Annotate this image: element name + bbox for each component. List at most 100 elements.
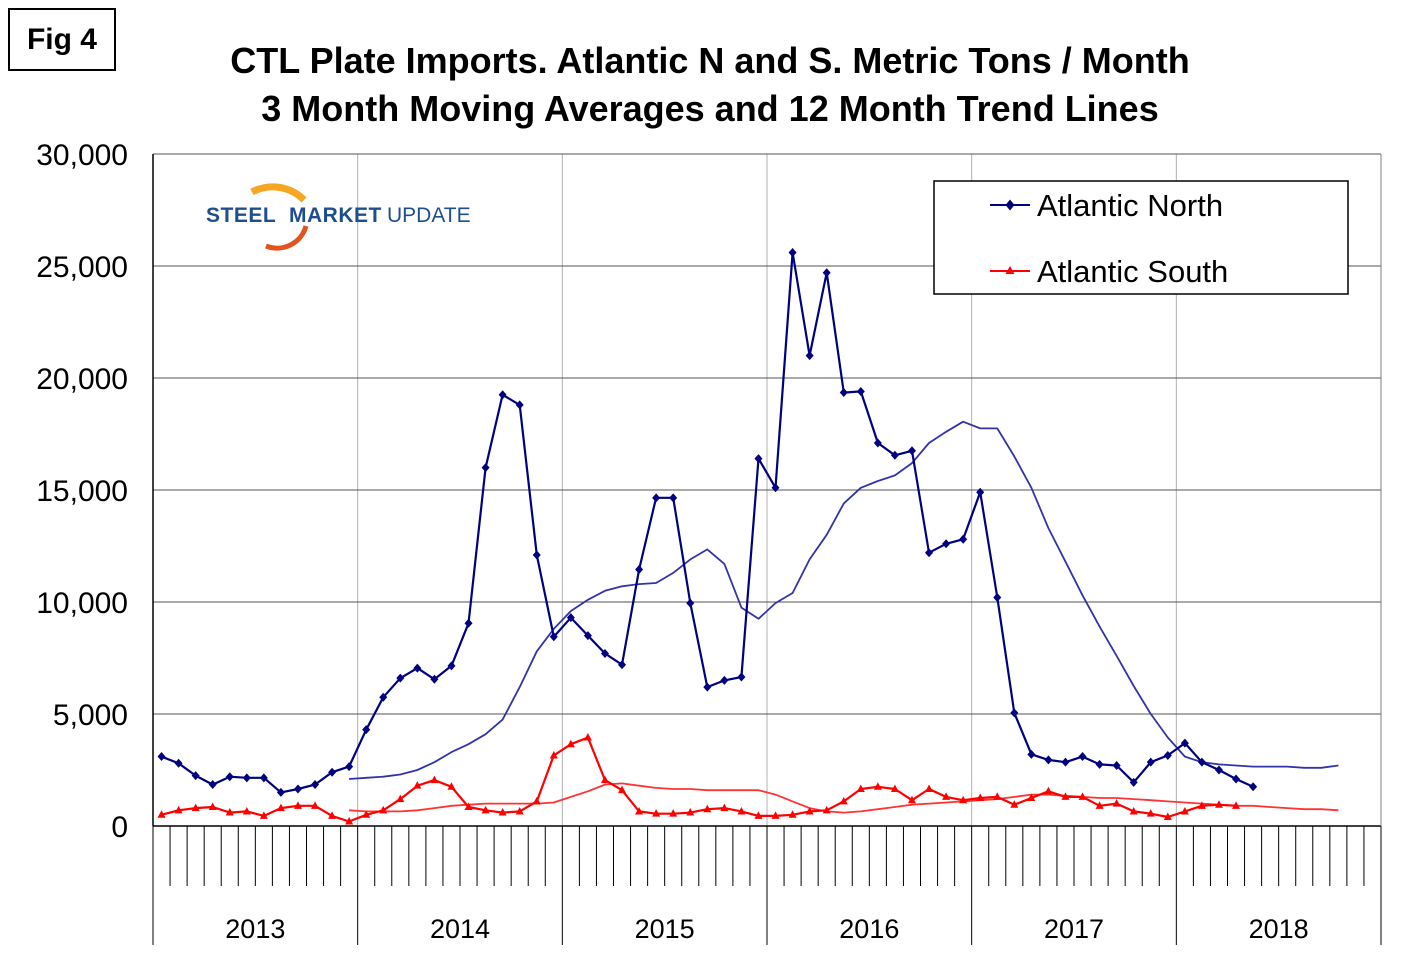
atlantic-north-point — [703, 682, 712, 692]
atlantic-north-point — [1146, 757, 1155, 767]
atlantic-south-point — [1232, 801, 1241, 809]
atlantic-north-point — [498, 390, 507, 400]
atlantic-south-point — [703, 804, 712, 813]
x-year-label: 2018 — [1249, 914, 1309, 944]
atlantic-north-point — [1061, 757, 1070, 767]
atlantic-north-point — [430, 674, 439, 684]
atlantic-south-point — [293, 801, 302, 809]
atlantic-north-point — [447, 661, 456, 671]
atlantic-north-trend-line — [349, 420, 1339, 780]
atlantic-north-point — [379, 692, 388, 702]
atlantic-north-point — [669, 493, 678, 503]
atlantic-south-point — [925, 784, 934, 793]
atlantic-north-point — [532, 550, 541, 560]
atlantic-south-point — [635, 806, 644, 815]
atlantic-south-point — [1095, 801, 1104, 809]
atlantic-south-point — [1061, 792, 1070, 800]
atlantic-north-point — [566, 613, 575, 623]
atlantic-north-point — [1010, 708, 1019, 718]
atlantic-south-trend-line — [349, 782, 1339, 814]
atlantic-north-point — [788, 248, 797, 258]
atlantic-north-point — [157, 752, 166, 762]
atlantic-north-point — [225, 772, 234, 782]
atlantic-north-point — [276, 787, 285, 797]
logo-swoosh-bottom — [265, 225, 309, 251]
x-year-label: 2015 — [635, 914, 695, 944]
atlantic-north-point — [1044, 755, 1053, 765]
atlantic-north-point — [754, 454, 763, 464]
atlantic-south-point — [1214, 800, 1223, 808]
figure-label: Fig 4 — [8, 8, 116, 71]
x-year-label: 2013 — [225, 914, 285, 944]
atlantic-south-point — [328, 811, 337, 819]
atlantic-south-point — [907, 795, 916, 804]
y-axis-tick-labels: 0 5,000 10,000 15,000 20,000 25,000 30,000 — [36, 139, 128, 844]
atlantic-north-point — [652, 493, 661, 503]
atlantic-north-point — [396, 673, 405, 683]
x-year-label: 2016 — [839, 914, 899, 944]
atlantic-south-point — [1163, 812, 1172, 821]
atlantic-south-point — [686, 808, 695, 816]
atlantic-north-point — [686, 598, 695, 608]
atlantic-south-point — [174, 805, 183, 814]
atlantic-south-point — [1044, 786, 1053, 795]
atlantic-south-point — [720, 803, 729, 812]
atlantic-south-point — [276, 803, 285, 812]
atlantic-south-point — [1180, 806, 1189, 815]
atlantic-south-point — [754, 811, 763, 819]
legend-label-atlantic-south: Atlantic South — [1037, 254, 1228, 289]
atlantic-south-point — [771, 811, 780, 819]
atlantic-south-point — [1112, 799, 1121, 807]
atlantic-north-point — [635, 565, 644, 575]
legend-box — [933, 180, 1349, 295]
atlantic-south-point — [532, 796, 541, 805]
y-tick-label: 15,000 — [36, 475, 128, 508]
atlantic-south-point — [566, 739, 575, 748]
atlantic-south-point — [788, 810, 797, 818]
axes — [152, 154, 1382, 827]
atlantic-north-point — [737, 672, 746, 682]
logo-swoosh-top — [250, 183, 307, 203]
atlantic-south-point — [805, 806, 814, 815]
atlantic-north-point — [1249, 782, 1258, 792]
atlantic-north-point — [311, 780, 320, 790]
atlantic-north-point — [362, 725, 371, 735]
atlantic-south-point — [515, 806, 524, 815]
atlantic-north-point — [805, 351, 814, 361]
atlantic-north-point — [907, 446, 916, 456]
logo-text-update: UPDATE — [387, 204, 471, 227]
atlantic-north-point — [413, 663, 422, 673]
atlantic-north-point — [208, 780, 217, 790]
atlantic-south-point — [890, 784, 899, 793]
atlantic-south-point — [1010, 800, 1019, 808]
atlantic-north-point — [1180, 738, 1189, 748]
atlantic-south-point — [1078, 792, 1087, 800]
atlantic-north-point — [1163, 750, 1172, 760]
atlantic-north-point — [259, 773, 268, 783]
atlantic-north-point — [839, 388, 848, 398]
atlantic-north-point — [942, 539, 951, 549]
atlantic-north-point — [976, 487, 985, 497]
atlantic-north-point — [1095, 759, 1104, 769]
atlantic-north-point — [1232, 774, 1241, 784]
atlantic-south-point — [873, 782, 882, 790]
atlantic-north-point — [822, 268, 831, 278]
atlantic-south-point — [242, 806, 251, 815]
legend-label-atlantic-north: Atlantic North — [1037, 188, 1223, 223]
atlantic-south-point — [839, 796, 848, 805]
atlantic-south-point — [464, 802, 473, 810]
atlantic-north-point — [242, 773, 251, 783]
atlantic-south-point — [976, 793, 985, 801]
legend: Atlantic North Atlantic South — [933, 180, 1349, 295]
atlantic-south-point — [430, 775, 439, 784]
atlantic-south-point — [583, 733, 592, 741]
atlantic-north-point — [328, 767, 337, 777]
atlantic-south-point — [481, 805, 490, 814]
atlantic-north-point — [890, 450, 899, 460]
legend-marker-atlantic-south — [1005, 266, 1015, 274]
atlantic-north-point — [1027, 749, 1036, 759]
y-tick-label: 10,000 — [36, 587, 128, 620]
atlantic-south-point — [737, 806, 746, 815]
atlantic-south-point — [856, 784, 865, 793]
